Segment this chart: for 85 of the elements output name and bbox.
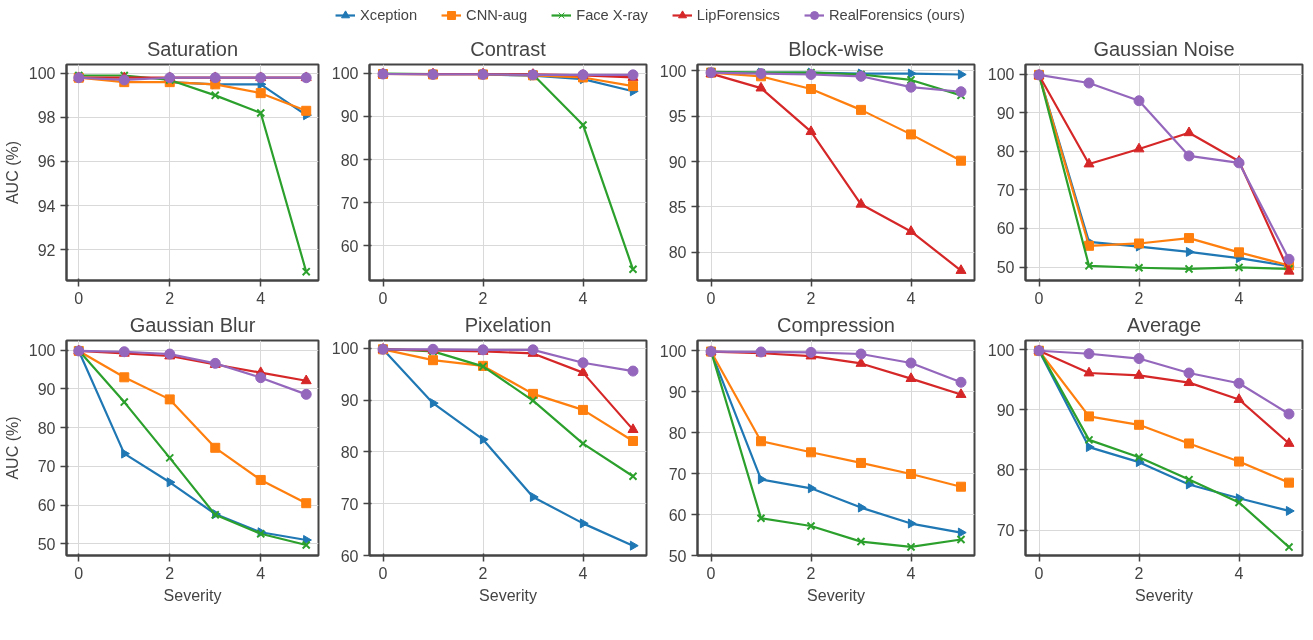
y-tick-label: 80 [996, 461, 1015, 479]
chart-title: Pixelation [464, 313, 552, 336]
y-tick-label: 60 [37, 497, 56, 515]
y-tick-label: 94 [37, 197, 56, 215]
x-tick-label: 0 [706, 289, 716, 307]
y-tick-label: 80 [668, 244, 687, 262]
x-tick-label: 0 [378, 564, 388, 582]
y-tick-label: 70 [668, 465, 687, 483]
x-tick-label: 4 [1234, 564, 1244, 582]
x-axis-title: Severity [807, 586, 865, 604]
x-tick-label: 2 [1134, 289, 1144, 307]
chart-title: Contrast [470, 37, 547, 60]
y-tick-label: 80 [996, 143, 1015, 161]
y-tick-label: 100 [987, 66, 1015, 84]
y-tick-label: 70 [37, 458, 56, 476]
x-tick-label: 2 [806, 289, 816, 307]
x-tick-label: 0 [1034, 564, 1044, 582]
chart-title: Average [1126, 313, 1202, 336]
y-tick-label: 80 [340, 151, 359, 169]
x-tick-label: 0 [1034, 289, 1044, 307]
y-tick-label: 90 [340, 392, 359, 410]
y-tick-label: 70 [996, 522, 1015, 540]
y-tick-label: 100 [331, 340, 359, 358]
y-tick-label: 90 [37, 380, 56, 398]
y-axis-title: AUC (%) [3, 416, 21, 480]
y-tick-label: 100 [331, 65, 359, 83]
legend-label: LipForensics [696, 7, 780, 23]
x-tick-label: 4 [578, 564, 588, 582]
y-tick-label: 90 [668, 383, 687, 401]
y-tick-label: 60 [340, 547, 359, 565]
y-tick-label: 100 [659, 62, 687, 80]
legend-label: Face X-ray [576, 7, 648, 23]
y-tick-label: 95 [668, 108, 687, 126]
x-tick-label: 4 [256, 564, 266, 582]
y-tick-label: 80 [668, 424, 687, 442]
x-tick-label: 4 [906, 289, 916, 307]
x-tick-label: 4 [906, 564, 916, 582]
y-tick-label: 100 [987, 341, 1015, 359]
x-tick-label: 4 [256, 289, 266, 307]
y-tick-label: 60 [340, 237, 359, 255]
chart-title: Gaussian Blur [129, 313, 256, 336]
y-tick-label: 92 [37, 241, 56, 259]
y-tick-label: 90 [996, 104, 1015, 122]
x-tick-label: 2 [1134, 564, 1144, 582]
y-tick-label: 98 [37, 109, 56, 127]
chart-title: Compression [777, 313, 895, 336]
y-tick-label: 80 [340, 443, 359, 461]
y-tick-label: 80 [37, 419, 56, 437]
y-tick-label: 50 [996, 259, 1015, 276]
x-tick-label: 2 [165, 289, 175, 307]
y-axis-title: AUC (%) [3, 140, 21, 205]
legend-label: CNN-aug [466, 7, 528, 23]
y-tick-label: 90 [340, 108, 359, 126]
x-tick-label: 2 [478, 289, 488, 307]
y-tick-label: 100 [659, 342, 687, 360]
x-axis-title: Severity [1135, 586, 1193, 604]
x-axis-title: Severity [163, 586, 222, 604]
y-tick-label: 60 [668, 506, 687, 524]
y-tick-label: 100 [28, 342, 56, 360]
legend-label: RealForensics (ours) [828, 7, 965, 23]
chart-title: Gaussian Noise [1093, 37, 1235, 60]
x-tick-label: 2 [478, 564, 488, 582]
y-tick-label: 85 [668, 198, 687, 216]
x-tick-label: 0 [74, 289, 84, 307]
y-tick-label: 50 [37, 535, 56, 553]
y-tick-label: 90 [668, 153, 687, 171]
chart-title: Saturation [146, 37, 239, 60]
y-tick-label: 90 [996, 401, 1015, 419]
chart-title: Block-wise [788, 37, 884, 60]
x-tick-label: 0 [706, 564, 716, 582]
y-tick-label: 60 [996, 220, 1015, 238]
y-tick-label: 70 [340, 194, 359, 212]
x-tick-label: 0 [74, 564, 84, 582]
x-tick-label: 4 [1234, 289, 1244, 307]
y-tick-label: 50 [668, 547, 687, 565]
x-tick-label: 0 [378, 289, 388, 307]
y-tick-label: 70 [340, 495, 359, 513]
x-tick-label: 2 [806, 564, 816, 582]
y-tick-label: 100 [28, 65, 56, 83]
x-tick-label: 4 [578, 289, 588, 307]
y-tick-label: 70 [996, 181, 1015, 199]
legend-label: Xception [360, 7, 418, 23]
y-tick-label: 96 [37, 153, 56, 171]
x-axis-title: Severity [479, 586, 537, 604]
x-tick-label: 2 [165, 564, 175, 582]
